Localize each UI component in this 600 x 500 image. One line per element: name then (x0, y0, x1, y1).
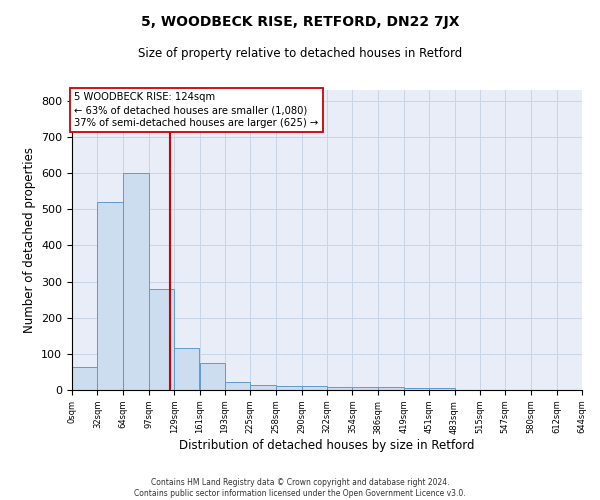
Bar (97, 202, 122, 390)
Bar (327, 387, 352, 390)
Bar (225, 382, 250, 390)
Y-axis label: Number of detached properties: Number of detached properties (23, 147, 35, 333)
Bar (199, 363, 225, 390)
Bar (352, 387, 377, 390)
Bar (122, 173, 149, 390)
Bar (250, 384, 277, 390)
Bar (404, 388, 429, 390)
X-axis label: Distribution of detached houses by size in Retford: Distribution of detached houses by size … (179, 440, 475, 452)
Bar (302, 386, 327, 390)
Text: 5, WOODBECK RISE, RETFORD, DN22 7JX: 5, WOODBECK RISE, RETFORD, DN22 7JX (141, 15, 459, 29)
Text: 5 WOODBECK RISE: 124sqm
← 63% of detached houses are smaller (1,080)
37% of semi: 5 WOODBECK RISE: 124sqm ← 63% of detache… (74, 92, 319, 128)
Text: Contains HM Land Registry data © Crown copyright and database right 2024.
Contai: Contains HM Land Registry data © Crown c… (134, 478, 466, 498)
Text: Size of property relative to detached houses in Retford: Size of property relative to detached ho… (138, 48, 462, 60)
Bar (429, 388, 455, 390)
Bar (377, 387, 404, 390)
Bar (149, 289, 174, 390)
Bar (277, 386, 302, 390)
Bar (174, 348, 199, 390)
Bar (72, 366, 97, 390)
